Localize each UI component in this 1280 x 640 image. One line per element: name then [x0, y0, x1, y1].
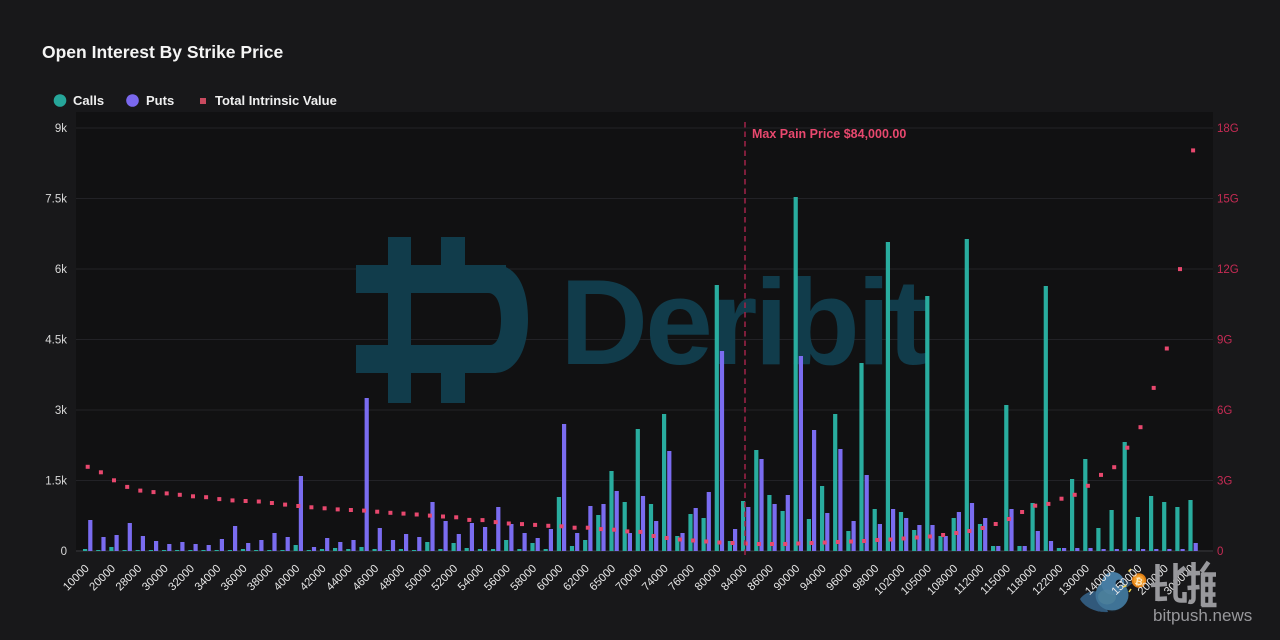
svg-text:12G: 12G — [1217, 264, 1239, 276]
svg-text:3G: 3G — [1217, 476, 1232, 488]
svg-text:54000: 54000 — [456, 563, 487, 594]
svg-text:6G: 6G — [1217, 405, 1232, 417]
svg-text:42000: 42000 — [298, 563, 329, 594]
svg-text:38000: 38000 — [245, 563, 276, 594]
svg-text:80000: 80000 — [693, 563, 724, 594]
svg-text:9k: 9k — [55, 123, 67, 135]
svg-text:58000: 58000 — [509, 563, 540, 594]
svg-text:90000: 90000 — [772, 563, 803, 594]
svg-text:40000: 40000 — [272, 563, 303, 594]
svg-text:65000: 65000 — [588, 563, 619, 594]
svg-text:0: 0 — [61, 546, 67, 558]
svg-text:1.5k: 1.5k — [45, 476, 67, 488]
svg-text:3k: 3k — [55, 405, 67, 417]
svg-text:48000: 48000 — [377, 563, 408, 594]
svg-text:46000: 46000 — [351, 563, 382, 594]
svg-text:bitpush.news: bitpush.news — [1153, 606, 1252, 625]
svg-text:4.5k: 4.5k — [45, 335, 67, 347]
svg-text:Calls: Calls — [73, 93, 104, 108]
svg-text:74000: 74000 — [640, 563, 671, 594]
svg-text:32000: 32000 — [166, 563, 197, 594]
svg-text:Deribit: Deribit — [560, 254, 928, 390]
svg-text:34000: 34000 — [193, 563, 224, 594]
svg-text:18G: 18G — [1217, 123, 1239, 135]
svg-text:30000: 30000 — [140, 563, 171, 594]
svg-text:Max Pain Price $84,000.00: Max Pain Price $84,000.00 — [752, 127, 906, 141]
svg-text:₿: ₿ — [1134, 576, 1144, 588]
svg-text:50000: 50000 — [403, 563, 434, 594]
svg-text:56000: 56000 — [482, 563, 513, 594]
svg-text:6k: 6k — [55, 264, 67, 276]
svg-text:20000: 20000 — [87, 563, 118, 594]
svg-text:10000: 10000 — [61, 563, 92, 594]
svg-text:62000: 62000 — [561, 563, 592, 594]
svg-text:15G: 15G — [1217, 194, 1239, 206]
svg-text:0: 0 — [1217, 546, 1223, 558]
svg-text:7.5k: 7.5k — [45, 194, 67, 206]
svg-text:28000: 28000 — [114, 563, 145, 594]
svg-text:60000: 60000 — [535, 563, 566, 594]
svg-text:94000: 94000 — [798, 563, 829, 594]
svg-text:96000: 96000 — [824, 563, 855, 594]
svg-text:52000: 52000 — [430, 563, 461, 594]
svg-text:44000: 44000 — [324, 563, 355, 594]
svg-text:Open Interest By Strike Price: Open Interest By Strike Price — [42, 42, 283, 62]
svg-text:9G: 9G — [1217, 335, 1232, 347]
svg-text:Puts: Puts — [146, 93, 174, 108]
svg-text:36000: 36000 — [219, 563, 250, 594]
svg-text:76000: 76000 — [667, 563, 698, 594]
svg-text:84000: 84000 — [719, 563, 750, 594]
svg-text:70000: 70000 — [614, 563, 645, 594]
svg-text:86000: 86000 — [745, 563, 776, 594]
svg-text:Total Intrinsic Value: Total Intrinsic Value — [215, 93, 337, 108]
